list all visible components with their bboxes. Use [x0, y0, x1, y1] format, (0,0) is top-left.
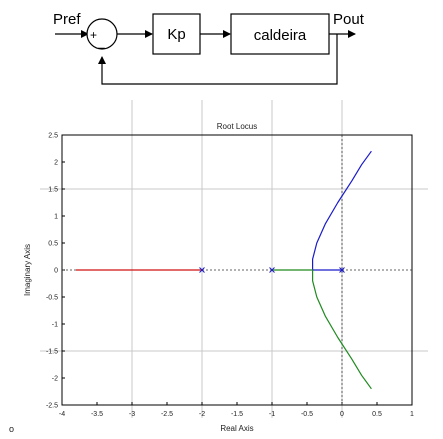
x-tick-label: -2.5: [161, 411, 173, 418]
x-tick-label: 1: [410, 411, 414, 418]
y-tick-label: -0.5: [46, 295, 58, 302]
x-tick-label: -3.5: [91, 411, 103, 418]
controller-label: Kp: [167, 26, 185, 43]
locus-branches: [62, 135, 412, 405]
y-tick-label: 1: [54, 214, 58, 221]
sum-plus-sign: +: [90, 28, 97, 42]
y-tick-label: -1.5: [46, 349, 58, 356]
pole-marker: [269, 267, 275, 273]
y-tick-label: -2.5: [46, 403, 58, 410]
x-tick-label: -1: [269, 411, 275, 418]
pole-marker: [339, 267, 345, 273]
x-tick-label: -2: [199, 411, 205, 418]
axis-ticks: -4 -3.5 -3 -2.5 -2 -1.5 -1 -0.5 0 0.5 1 -2.5 -2 -1.5 -…: [46, 133, 414, 419]
y-tick-label: 0.5: [48, 241, 58, 248]
y-tick-label: -1: [52, 322, 58, 329]
locus-branch-2: [312, 150, 372, 271]
feedback-path: [98, 34, 338, 85]
output-label: Pout: [333, 11, 365, 28]
x-tick-label: 0: [340, 411, 344, 418]
block-diagram: Pref + _ Kp caldeira Pout: [53, 11, 365, 85]
chart-title: Root Locus: [217, 122, 257, 131]
y-tick-label: 0: [54, 268, 58, 275]
x-tick-label: -0.5: [301, 411, 313, 418]
y-axis-label: Imaginary Axis: [23, 244, 32, 296]
open-loop-poles: [199, 267, 345, 273]
corner-mark: o: [9, 424, 14, 434]
grid: [40, 100, 428, 418]
x-axis-label: Real Axis: [220, 424, 253, 433]
locus-branch-3: [272, 269, 372, 390]
input-label: Pref: [53, 11, 81, 28]
root-locus-plot: -4 -3.5 -3 -2.5 -2 -1.5 -1 -0.5 0 0.5 1 -2.5 -2 -1.5 -…: [23, 100, 428, 433]
y-tick-label: -2: [52, 376, 58, 383]
x-tick-label: -4: [59, 411, 65, 418]
x-tick-label: -3: [129, 411, 135, 418]
y-tick-label: 2.5: [48, 133, 58, 140]
y-tick-label: 1.5: [48, 187, 58, 194]
plant-label: caldeira: [254, 27, 307, 44]
sum-minus-sign: _: [97, 35, 105, 49]
controller-block: [152, 13, 201, 55]
pole-marker: [199, 267, 205, 273]
x-tick-label: 0.5: [372, 411, 382, 418]
y-tick-label: 2: [54, 160, 58, 167]
x-tick-label: -1.5: [231, 411, 243, 418]
